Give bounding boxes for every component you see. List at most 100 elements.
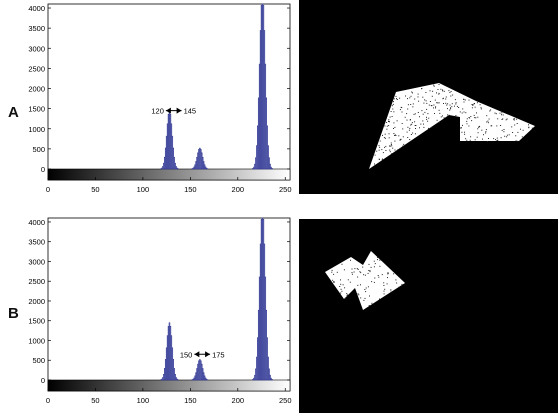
noise-dot bbox=[373, 260, 375, 262]
noise-dot bbox=[384, 288, 386, 290]
noise-dot bbox=[461, 127, 462, 129]
noise-dot bbox=[501, 112, 503, 114]
noise-dot bbox=[377, 256, 378, 258]
noise-dot bbox=[496, 125, 498, 127]
noise-dot bbox=[502, 114, 504, 116]
y-tick-label: 4000 bbox=[28, 4, 45, 13]
binary-image-a bbox=[299, 0, 558, 194]
y-tick-label: 3500 bbox=[28, 238, 45, 247]
noise-dot bbox=[359, 271, 361, 273]
noise-dot bbox=[404, 116, 406, 118]
noise-dot bbox=[410, 124, 412, 126]
noise-dot bbox=[503, 131, 505, 133]
noise-dot bbox=[474, 139, 476, 141]
noise-dot bbox=[476, 136, 478, 138]
noise-dot bbox=[410, 104, 412, 105]
noise-dot bbox=[488, 118, 490, 120]
noise-dot bbox=[422, 113, 424, 115]
noise-dot bbox=[414, 98, 416, 100]
noise-dot bbox=[476, 112, 477, 114]
noise-dot bbox=[384, 146, 386, 148]
noise-dot bbox=[368, 263, 370, 265]
x-tick-label: 250 bbox=[279, 396, 292, 405]
noise-dot bbox=[469, 117, 471, 119]
noise-dot bbox=[438, 102, 440, 104]
noise-dot bbox=[468, 117, 470, 118]
noise-dot bbox=[465, 138, 467, 140]
noise-dot bbox=[407, 137, 409, 138]
noise-dot bbox=[513, 119, 515, 121]
noise-dot bbox=[452, 94, 454, 96]
noise-dot bbox=[378, 158, 380, 160]
noise-dot bbox=[344, 287, 346, 289]
noise-dot bbox=[482, 138, 483, 140]
y-tick-label: 2000 bbox=[28, 85, 45, 94]
noise-dot bbox=[396, 282, 398, 284]
noise-dot bbox=[390, 144, 392, 145]
noise-dot bbox=[384, 137, 386, 139]
noise-dot bbox=[449, 109, 451, 111]
y-tick-label: 1000 bbox=[28, 125, 45, 134]
noise-dot bbox=[433, 107, 434, 109]
noise-dot bbox=[508, 134, 510, 136]
noise-dot bbox=[427, 120, 429, 122]
noise-dot bbox=[429, 101, 431, 102]
y-tick-label: 1500 bbox=[28, 105, 45, 114]
noise-dot bbox=[494, 112, 496, 114]
noise-dot bbox=[520, 128, 521, 130]
noise-dot bbox=[428, 127, 429, 129]
noise-dot bbox=[455, 102, 457, 104]
noise-dot bbox=[514, 118, 516, 120]
noise-dot bbox=[415, 128, 416, 129]
noise-dot bbox=[384, 125, 386, 127]
noise-dot bbox=[454, 105, 455, 107]
noise-dot bbox=[414, 125, 416, 126]
noise-dot bbox=[394, 126, 396, 128]
noise-dot bbox=[407, 108, 409, 110]
noise-dot bbox=[458, 107, 460, 108]
noise-dot bbox=[474, 106, 476, 108]
histogram-bar bbox=[270, 166, 272, 170]
noise-dot bbox=[413, 113, 415, 115]
noise-dot bbox=[369, 295, 370, 297]
noise-dot bbox=[487, 122, 489, 124]
noise-dot bbox=[387, 273, 389, 275]
x-tick-label: 250 bbox=[279, 185, 292, 194]
noise-dot bbox=[397, 149, 399, 151]
noise-dot bbox=[398, 286, 400, 288]
noise-dot bbox=[407, 104, 409, 106]
noise-dot bbox=[466, 120, 468, 122]
noise-dot bbox=[368, 270, 370, 271]
noise-dot bbox=[433, 84, 435, 86]
noise-dot bbox=[443, 90, 445, 92]
noise-dot bbox=[384, 133, 386, 135]
noise-dot bbox=[343, 269, 345, 271]
histogram-bar bbox=[174, 162, 176, 170]
noise-dot bbox=[438, 109, 440, 111]
noise-dot bbox=[364, 274, 366, 276]
noise-dot bbox=[417, 136, 419, 138]
noise-dot bbox=[472, 104, 474, 106]
noise-dot bbox=[419, 127, 420, 129]
noise-dot bbox=[396, 99, 398, 100]
y-tick-label: 500 bbox=[32, 145, 45, 154]
noise-dot bbox=[396, 120, 398, 122]
noise-dot bbox=[379, 265, 381, 267]
noise-dot bbox=[470, 116, 472, 117]
noise-dot bbox=[411, 122, 413, 124]
noise-dot bbox=[449, 104, 451, 106]
noise-dot bbox=[502, 118, 504, 120]
noise-dot bbox=[438, 93, 440, 95]
histogram-bar bbox=[267, 356, 269, 381]
y-tick-label: 0 bbox=[41, 376, 45, 385]
noise-dot bbox=[411, 91, 413, 93]
noise-dot bbox=[438, 92, 440, 94]
noise-dot bbox=[398, 135, 400, 137]
noise-dot bbox=[421, 88, 423, 89]
noise-dot bbox=[379, 259, 381, 261]
noise-dot bbox=[450, 91, 452, 92]
noise-dot bbox=[486, 141, 488, 142]
noise-dot bbox=[442, 98, 444, 100]
noise-dot bbox=[490, 125, 492, 127]
arrow-head-right bbox=[176, 107, 182, 114]
